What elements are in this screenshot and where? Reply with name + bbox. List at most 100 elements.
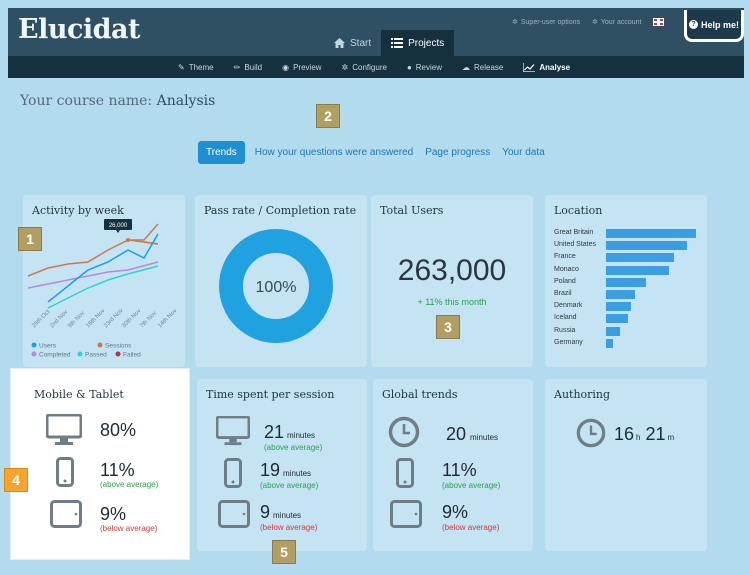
legend-dot-completed [31, 351, 37, 357]
location-label: Russia [554, 326, 576, 334]
super-user-link[interactable]: ✲ Super-user options [512, 18, 581, 27]
callout-badge-2: 2 [316, 104, 340, 128]
home-icon [334, 38, 345, 48]
uk-flag-icon[interactable] [653, 18, 664, 26]
location-label: France [554, 253, 576, 261]
time-tablet-value: 9 [260, 502, 271, 522]
global-trends-title: Global trends [382, 388, 458, 401]
mobile-title: Mobile & Tablet [34, 388, 124, 401]
location-bar[interactable] [606, 338, 614, 348]
total-users-value: 263,000 [397, 254, 507, 287]
activity-title: Activity by week [32, 204, 124, 217]
global-time-value: 20 [446, 424, 467, 444]
logo[interactable]: Elucidat [18, 14, 141, 45]
analysis-tabs: Trends How your questions were answered … [198, 141, 551, 164]
location-label: Poland [554, 277, 576, 285]
tablet-icon [218, 500, 250, 528]
subnav-release[interactable]: ☁ Release [462, 62, 504, 72]
phone-icon [224, 458, 242, 488]
global-phone-note: (above average) [442, 481, 501, 490]
location-bar[interactable] [606, 277, 646, 287]
subnav-preview[interactable]: ◉ Preview [282, 62, 322, 72]
x-label: 9th Nov [67, 311, 86, 330]
sub-navigation: ✎ Theme ✏ Build ◉ Preview ✲ Configure ● Revie… [8, 56, 744, 78]
time-tablet-unit: minutes [273, 511, 302, 520]
legend-completed: Completed [39, 352, 71, 359]
tab-start[interactable]: Start [324, 30, 381, 56]
time-tablet-note: (below average) [260, 523, 318, 532]
subnav-theme[interactable]: ✎ Theme [178, 62, 214, 72]
location-bar[interactable] [606, 265, 669, 275]
legend-users: Users [39, 343, 57, 350]
activity-card: Activity by week 26,000 26th Oct 2nd Nov… [24, 196, 184, 366]
subnav-analyse[interactable]: Analyse [523, 62, 570, 72]
total-users-title: Total Users [380, 204, 444, 217]
list-icon [391, 38, 404, 48]
tab-questions[interactable]: How your questions were answered [254, 147, 414, 158]
authoring-mins: 21 [645, 424, 666, 444]
location-bar[interactable] [606, 302, 632, 312]
subnav-review[interactable]: ● Review [406, 62, 443, 72]
mobile-desktop-value: 80% [100, 420, 137, 440]
tab-trends[interactable]: Trends [198, 141, 245, 164]
peak-point[interactable] [126, 238, 130, 242]
authoring-hours: 16 [614, 424, 635, 444]
gear-icon: ✲ [592, 19, 598, 26]
callout-badge-3: 3 [436, 315, 460, 339]
location-bar[interactable] [606, 229, 696, 238]
mobile-card: Mobile & Tablet 80% 11% (above average) … [26, 380, 186, 550]
subnav-configure[interactable]: ✲ Configure [341, 62, 387, 72]
pass-rate-title: Pass rate / Completion rate [204, 204, 357, 217]
tab-projects[interactable]: Projects [381, 30, 455, 56]
comments-icon: ● [406, 62, 412, 72]
location-label: Iceland [554, 314, 577, 322]
mobile-tablet-value: 9% [100, 504, 127, 524]
help-button[interactable]: ? Help me! [684, 10, 744, 42]
tablet-icon [50, 500, 82, 528]
global-tablet-value: 9% [442, 502, 469, 522]
completed-line [27, 261, 159, 289]
mobile-tablet-note: (below average) [100, 524, 158, 533]
location-bar[interactable] [606, 253, 675, 263]
tab-your-data[interactable]: Your data [502, 147, 545, 158]
pass-rate-value: 100% [256, 279, 297, 296]
tab-page-progress[interactable]: Page progress [425, 147, 491, 158]
time-desktop-note: (above average) [264, 443, 323, 452]
desktop-icon [216, 416, 250, 446]
callout-badge-5: 5 [272, 540, 296, 564]
authoring-card: Authoring 16 h 21 m [546, 380, 706, 550]
tooltip-value: 26,000 [109, 223, 128, 229]
legend-dot-users [31, 342, 37, 348]
x-label: 26th Oct [31, 309, 52, 330]
location-bar[interactable] [606, 290, 635, 299]
donut-ring [219, 229, 333, 343]
location-label: Monaco [554, 265, 579, 273]
tablet-icon [390, 500, 422, 528]
authoring-mins-unit: m [667, 433, 675, 442]
subnav-build[interactable]: ✏ Build [233, 62, 263, 72]
pass-rate-card: Pass rate / Completion rate 100% [196, 196, 366, 366]
page-title: Your course name: Analysis [20, 93, 216, 109]
time-phone-note: (above average) [260, 481, 319, 490]
location-bar[interactable] [606, 314, 628, 324]
location-label: Great Britain [554, 229, 594, 236]
cloud-upload-icon: ☁ [462, 62, 471, 72]
sessions-line-end [143, 241, 159, 245]
location-label: United States [554, 241, 597, 249]
authoring-hours-unit: h [636, 433, 641, 442]
account-link[interactable]: ✲ Your account [592, 18, 642, 27]
authoring-title: Authoring [554, 388, 611, 401]
total-users-delta: + 11% this month [417, 297, 487, 307]
legend-sessions: Sessions [105, 343, 132, 350]
time-desktop-unit: minutes [287, 431, 316, 440]
location-bar[interactable] [606, 241, 687, 251]
top-bar: Elucidat Start Projects ✲ Super-user opt… [8, 8, 744, 56]
total-users-card: Total Users 263,000 + 11% this month [372, 196, 532, 366]
time-phone-unit: minutes [283, 469, 312, 478]
mobile-phone-note: (above average) [100, 480, 159, 489]
location-bar[interactable] [606, 326, 621, 336]
time-phone-value: 19 [260, 460, 281, 480]
mobile-phone-value: 11% [100, 460, 135, 480]
legend-failed: Failed [123, 352, 141, 359]
clock-icon [576, 418, 606, 448]
